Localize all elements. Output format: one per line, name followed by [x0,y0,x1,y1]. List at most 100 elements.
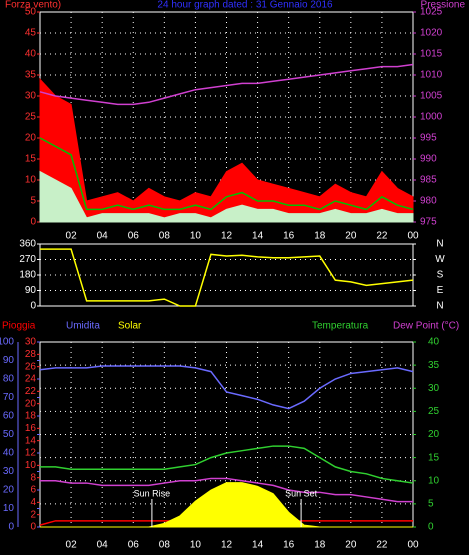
y-tick-label: 8 [30,472,36,483]
y-tick-label: 5 [30,196,36,207]
y-tick-label: 50 [25,7,37,18]
series-line [40,248,414,307]
y-tick-label: 10 [25,175,37,186]
y2-tick-label: 975 [420,217,437,228]
y2-tick-label: N [436,239,443,250]
x-tick-label: 12 [221,231,233,242]
y2-tick-label: 1025 [420,7,443,18]
legend-label: Solar [118,321,142,332]
y-tick-label: 6 [30,485,36,496]
x-tick-label: 00 [407,540,419,551]
y2-tick-label: 985 [420,175,437,186]
x-tick-label: 04 [97,540,109,551]
y-tick-label: 40 [25,49,37,60]
x-tick-label: 20 [345,231,357,242]
y3-tick-label: 30 [3,466,15,477]
x-tick-label: 14 [252,540,264,551]
y3-tick-label: 50 [3,429,15,440]
legend-label: Umidita [66,321,100,332]
series-area [39,170,414,223]
x-tick-label: 14 [252,231,264,242]
y-tick-label: 15 [25,154,37,165]
x-tick-label: 06 [128,540,140,551]
y3-tick-label: 40 [3,448,15,459]
x-tick-label: 22 [376,231,388,242]
x-tick-label: 02 [66,231,78,242]
x-tick-label: 22 [376,540,388,551]
x-tick-label: 16 [283,231,295,242]
legend-label: Temperatura [312,321,369,332]
y2-tick-label: N [436,301,443,312]
y3-tick-label: 70 [3,392,15,403]
legend-label: Dew Point (°C) [393,321,459,332]
y-tick-label: 90 [25,285,37,296]
y2-tick-label: 25 [428,406,440,417]
y-axis-label: Forza vento) [5,0,61,11]
series-area [39,77,414,223]
y3-tick-label: 100 [0,337,14,348]
x-tick-label: 10 [190,231,202,242]
y2-tick-label: 20 [428,429,440,440]
x-tick-label: 08 [159,540,171,551]
y-tick-label: 22 [25,386,37,397]
y-tick-label: 45 [25,28,37,39]
y2-tick-label: 995 [420,133,437,144]
y2-tick-label: 1000 [420,112,443,123]
y-tick-label: 0 [30,217,36,228]
series-line [39,137,414,211]
y2-tick-label: S [437,270,444,281]
y3-tick-label: 60 [3,411,15,422]
y2-tick-label: 1010 [420,70,443,81]
y-tick-label: 30 [25,91,37,102]
y2-tick-label: 0 [428,522,434,533]
x-tick-label: 12 [221,540,233,551]
x-tick-label: 10 [190,540,202,551]
x-tick-label: 04 [97,231,109,242]
y2-tick-label: 980 [420,196,437,207]
x-tick-label: 18 [314,540,326,551]
y2-tick-label: 30 [428,383,440,394]
y-tick-label: 2 [30,509,36,520]
y3-tick-label: 0 [8,522,14,533]
x-tick-label: 18 [314,231,326,242]
y-tick-label: 20 [25,133,37,144]
x-tick-label: 00 [407,231,419,242]
y-tick-label: 28 [25,349,37,360]
y2-tick-label: 15 [428,452,440,463]
x-tick-label: 06 [128,231,140,242]
y-tick-label: 360 [19,239,36,250]
legend-label: Pioggia [2,321,36,332]
y2-tick-label: 1020 [420,28,443,39]
y3-tick-label: 10 [3,503,15,514]
y2-tick-label: 35 [428,360,440,371]
chart-title: 24 hour graph dated : 31 Gennaio 2016 [157,0,333,11]
x-tick-label: 02 [66,540,78,551]
y-tick-label: 0 [30,301,36,312]
y2-tick-label: W [435,254,445,265]
y2-tick-label: 40 [428,337,440,348]
y3-tick-label: 80 [3,374,15,385]
annotation-label: Sun Set [285,488,318,498]
y2-tick-label: 990 [420,154,437,165]
y2-tick-label: 1015 [420,49,443,60]
y-tick-label: 10 [25,460,37,471]
y2-tick-label: 10 [428,475,440,486]
y-tick-label: 20 [25,398,37,409]
series-area [40,482,413,528]
y-tick-label: 180 [19,270,36,281]
y2-tick-label: E [437,285,444,296]
y-tick-label: 30 [25,337,37,348]
y2-tick-label: 5 [428,499,434,510]
y-tick-label: 24 [25,374,37,385]
y-tick-label: 35 [25,70,37,81]
series-line [39,63,414,106]
annotation-label: Sun Rise [134,488,171,498]
y-tick-label: 14 [25,435,37,446]
x-tick-label: 16 [283,540,295,551]
y-tick-label: 0 [30,522,36,533]
y-tick-label: 12 [25,448,37,459]
y-tick-label: 16 [25,423,37,434]
series-line [40,477,413,503]
y-tick-label: 25 [25,112,37,123]
